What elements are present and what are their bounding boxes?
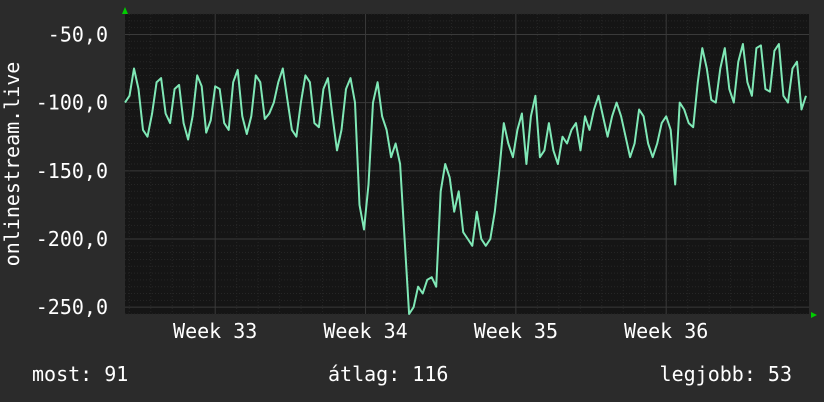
axes	[122, 7, 817, 318]
y-tick-label: -200,0	[36, 227, 108, 251]
x-axis-arrow-icon	[811, 312, 817, 318]
series-line	[124, 43, 807, 315]
x-tick-label: Week 36	[624, 319, 708, 343]
best-value: legjobb: 53	[659, 362, 792, 386]
current-value: most: 91	[32, 362, 129, 386]
y-tick-label: -50,0	[48, 22, 108, 46]
y-axis-arrow-icon	[122, 7, 128, 14]
y-tick-label: -250,0	[36, 295, 108, 319]
x-tick-label: Week 33	[173, 319, 257, 343]
y-axis-label: onlinestream.live	[0, 62, 24, 267]
average-value: átlag: 116	[328, 362, 449, 386]
grid	[125, 13, 809, 315]
y-tick-label: -150,0	[36, 159, 108, 183]
x-tick-label: Week 34	[323, 319, 407, 343]
x-tick-label: Week 35	[474, 319, 558, 343]
y-tick-label: -100,0	[36, 91, 108, 115]
